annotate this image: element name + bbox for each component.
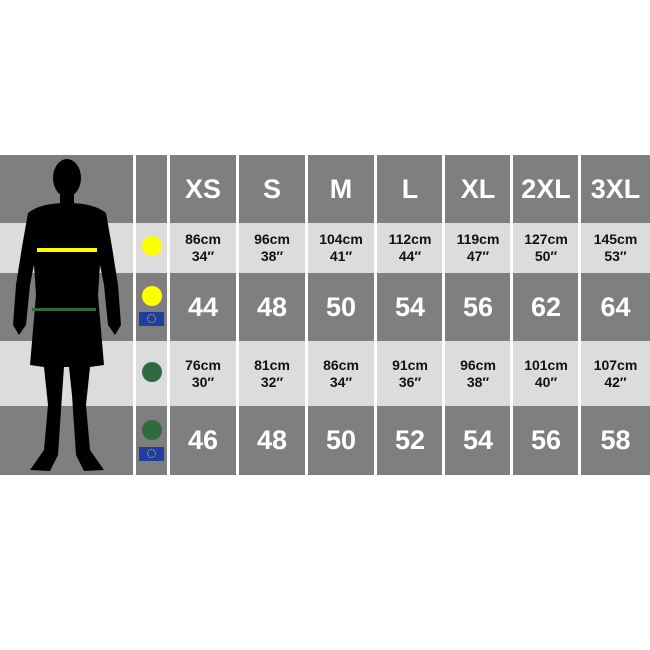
waist-eu-row: [0, 406, 650, 475]
header-row: [0, 155, 650, 223]
waist-cm-row: [0, 341, 650, 406]
eu-flag-icon: [139, 447, 164, 461]
size-header: XL: [460, 173, 496, 204]
eu-size-cell: 64: [600, 291, 631, 322]
inch-value: 40″: [534, 373, 558, 390]
cm-value: 81cm: [254, 356, 290, 373]
inch-value: 47″: [466, 248, 490, 264]
measure-cell: 91cm 36″: [377, 341, 443, 406]
measure-cell: 119cm 47″: [445, 223, 511, 273]
measure-cell: 96cm 38″: [445, 341, 511, 406]
green-dot-icon: [142, 362, 162, 382]
measure-cell: 107cm 42″: [581, 341, 650, 406]
eu-size-cell: 48: [256, 425, 288, 455]
eu-size-cell: 56: [462, 291, 494, 322]
man-silhouette-icon: [13, 159, 121, 471]
inch-value: 30″: [191, 373, 215, 390]
measure-cell: 81cm 32″: [239, 341, 305, 406]
cm-value: 107cm: [593, 356, 638, 373]
inch-value: 34″: [329, 373, 353, 390]
size-header: S: [262, 173, 281, 204]
measure-cell: 86cm 34″: [308, 341, 374, 406]
cm-value: 86cm: [185, 231, 221, 247]
inch-value: 38″: [260, 248, 284, 264]
cm-value: 119cm: [456, 231, 500, 247]
inch-value: 36″: [398, 373, 422, 390]
waist-line: [32, 308, 96, 311]
size-header: 2XL: [521, 173, 571, 204]
inch-value: 34″: [191, 248, 215, 264]
eu-size-cell: 50: [325, 425, 357, 455]
eu-size-cell: 44: [187, 291, 219, 322]
inch-value: 32″: [260, 373, 284, 390]
size-header: 3XL: [590, 173, 641, 204]
eu-size-cell: 62: [530, 291, 562, 322]
measure-cell: 145cm 53″: [581, 223, 650, 273]
eu-size-cell: 46: [187, 425, 219, 455]
cm-value: 91cm: [392, 356, 428, 373]
eu-size-cell: 58: [600, 425, 631, 455]
inch-value: 38″: [466, 373, 490, 390]
yellow-dot-icon: [142, 286, 162, 306]
green-dot-icon: [142, 420, 162, 440]
eu-size-cell: 54: [462, 425, 494, 455]
cm-value: 104cm: [319, 231, 363, 247]
measure-cell: 86cm 34″: [170, 223, 236, 273]
eu-size-cell: 50: [325, 291, 357, 322]
cm-value: 145cm: [593, 231, 638, 247]
measure-cell: 101cm 40″: [513, 341, 579, 406]
cm-value: 86cm: [323, 356, 359, 373]
cm-value: 96cm: [460, 356, 496, 373]
inch-value: 42″: [604, 373, 627, 390]
inch-value: 44″: [398, 248, 422, 264]
eu-size-cell: 52: [394, 425, 426, 455]
measure-cell: 96cm 38″: [239, 223, 305, 273]
chest-line: [37, 248, 97, 252]
measure-cell: 104cm 41″: [308, 223, 374, 273]
eu-size-cell: 54: [394, 291, 426, 322]
measure-cell: 112cm 44″: [377, 223, 443, 273]
cm-value: 96cm: [254, 231, 290, 247]
cm-value: 112cm: [388, 231, 432, 247]
inch-value: 50″: [534, 248, 558, 264]
cm-value: 101cm: [524, 356, 568, 373]
measure-cell: 127cm 50″: [513, 223, 579, 273]
inch-value: 53″: [604, 248, 627, 264]
size-header: L: [401, 173, 419, 204]
size-header: M: [329, 173, 353, 204]
eu-size-cell: 48: [256, 291, 288, 322]
eu-flag-icon: [139, 312, 164, 326]
cm-value: 127cm: [524, 231, 568, 247]
yellow-dot-icon: [142, 236, 162, 256]
eu-size-cell: 56: [530, 425, 562, 455]
cm-value: 76cm: [185, 356, 221, 373]
inch-value: 41″: [329, 248, 353, 264]
measure-cell: 76cm 30″: [170, 341, 236, 406]
size-header: XS: [184, 173, 222, 204]
